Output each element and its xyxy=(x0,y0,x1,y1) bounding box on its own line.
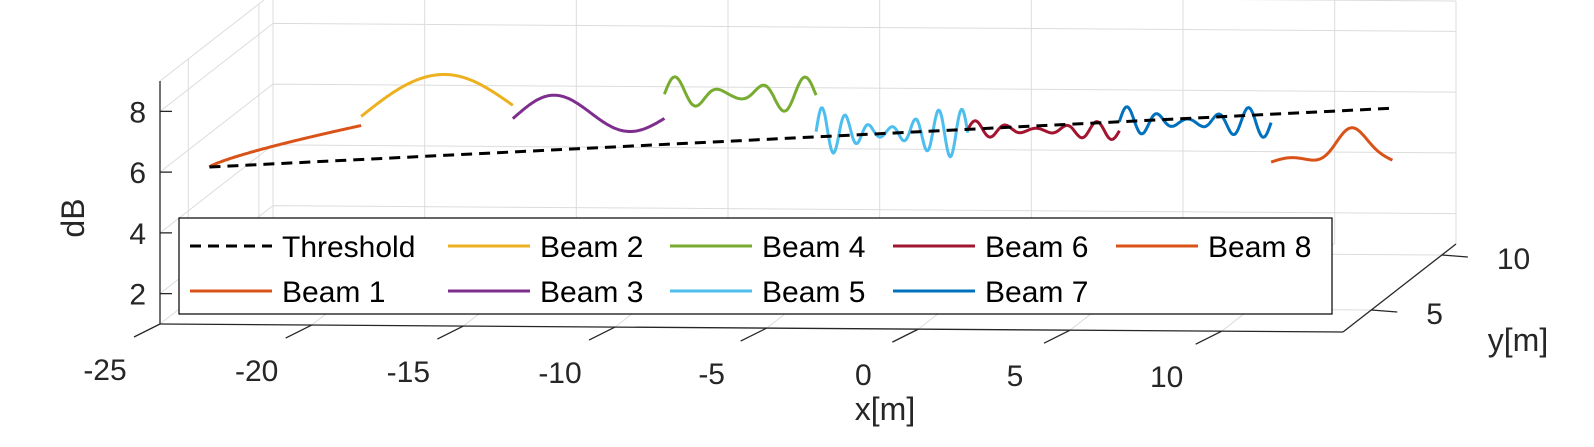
axis-labels: x[m] y[m] dB xyxy=(55,198,1548,427)
y-tick xyxy=(1371,309,1398,313)
z-gridline xyxy=(159,22,1457,112)
legend-label: Beam 8 xyxy=(1208,231,1311,264)
series-lines xyxy=(208,73,1394,169)
x-tick xyxy=(1195,330,1222,345)
series-line-beam-3 xyxy=(511,93,666,133)
series-line-beam-2 xyxy=(360,73,514,118)
series-line-beam-8 xyxy=(1270,126,1394,164)
x-tick xyxy=(740,327,767,342)
x-tick-label: -20 xyxy=(235,355,278,388)
z-tick-label: 8 xyxy=(129,96,146,129)
legend-label: Beam 1 xyxy=(282,276,385,309)
box-edge xyxy=(159,0,265,82)
y-tick-label: 5 xyxy=(1426,298,1443,331)
x-tick-label: 0 xyxy=(855,359,872,392)
x-tick xyxy=(1043,329,1071,344)
x-tick xyxy=(133,323,161,338)
y-axis-line xyxy=(1342,243,1457,333)
x-tick-label: -25 xyxy=(83,354,126,387)
x-tick-label: 5 xyxy=(1007,360,1024,393)
legend-label: Beam 6 xyxy=(985,231,1088,264)
x-tick xyxy=(437,325,464,340)
x-tick-label: -5 xyxy=(698,358,725,391)
x-axis-line xyxy=(159,323,1344,333)
x-tick xyxy=(892,328,919,343)
x-tick-label: 10 xyxy=(1150,361,1183,394)
legend-label: Beam 2 xyxy=(540,231,643,264)
legend-box xyxy=(178,217,1333,315)
legend-label: Beam 7 xyxy=(985,276,1088,309)
legend-label: Beam 4 xyxy=(762,231,865,264)
z-tick-label: 6 xyxy=(129,157,146,190)
axes: -25 -20 -15 -10 -5 0 5 10 5 10 2 4 6 8 xyxy=(83,81,1530,394)
series-line-beam-4 xyxy=(662,75,818,113)
legend-label: Beam 5 xyxy=(762,276,865,309)
series-line-beam-1 xyxy=(208,124,362,169)
legend-label: Threshold xyxy=(282,231,415,264)
y-tick-label: 10 xyxy=(1497,243,1530,276)
legend: Threshold Beam 1 Beam 2 Beam 3 Beam 4 Beam 5 B… xyxy=(178,217,1333,315)
x-tick-label: -10 xyxy=(538,357,581,390)
box-edge xyxy=(1234,0,1457,2)
x-tick xyxy=(588,326,616,341)
z-tick-label: 4 xyxy=(129,218,146,251)
z-tick-label: 2 xyxy=(129,279,146,312)
series-line-beam-7 xyxy=(1117,105,1273,139)
legend-label: Beam 3 xyxy=(540,276,643,309)
x-tick-label: -15 xyxy=(387,356,430,389)
y-axis-label: y[m] xyxy=(1488,322,1548,358)
series-line-beam-5 xyxy=(814,106,970,159)
x-axis-label: x[m] xyxy=(855,391,915,427)
y-tick xyxy=(1441,254,1468,258)
z-axis-label: dB xyxy=(55,198,91,237)
x-tick xyxy=(285,324,312,339)
